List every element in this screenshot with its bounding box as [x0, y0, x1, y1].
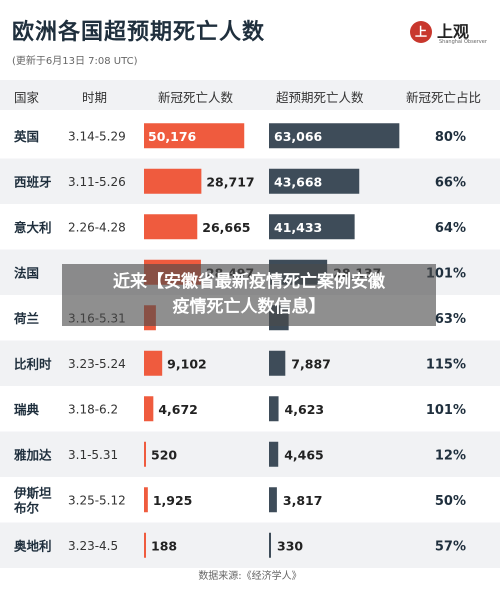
row-background	[0, 340, 500, 386]
country-label: 西班牙	[14, 174, 52, 189]
header-excess: 超预期死亡人数	[276, 90, 364, 105]
source-note: 数据来源:《经济学人》	[198, 571, 302, 582]
excess-value-label: 330	[277, 538, 303, 553]
country-label: 雅加达	[13, 447, 52, 462]
covid-bar	[144, 487, 148, 513]
period-label: 3.23-5.24	[68, 357, 126, 371]
shanghai-observer-logo: 上 上观 Shanghai Observer	[410, 18, 490, 48]
covid-value-label: 520	[151, 447, 177, 462]
covid-bar	[144, 123, 245, 149]
logo-mark-icon: 上	[410, 21, 432, 43]
header-ratio: 新冠死亡占比	[406, 90, 482, 105]
banner-line-2: 疫情死亡人数信息】	[172, 297, 326, 317]
country-label: 比利时	[14, 356, 52, 371]
row-background	[0, 431, 500, 477]
ratio-label: 115%	[426, 357, 466, 372]
period-label: 2.26-4.28	[68, 220, 126, 234]
covid-value-label: 28,717	[206, 174, 254, 189]
excess-value-label: 63,066	[274, 129, 323, 144]
period-label: 3.14-5.29	[68, 129, 126, 143]
excess-bar	[269, 214, 355, 240]
excess-bar	[269, 123, 400, 149]
excess-value-label: 41,433	[274, 220, 322, 235]
row-background	[0, 522, 500, 568]
country-label: 荷兰	[13, 311, 40, 326]
country-label: 布尔	[14, 500, 40, 515]
excess-value-label: 3,817	[283, 493, 323, 508]
logo-name: 上观	[437, 22, 470, 41]
header-covid: 新冠死亡人数	[158, 90, 234, 105]
header-band	[0, 80, 500, 110]
covid-value-label: 188	[151, 538, 177, 553]
logo-sub: Shanghai Observer	[439, 39, 487, 45]
covid-bar	[144, 350, 163, 376]
period-label: 3.1-5.31	[68, 448, 118, 462]
ratio-label: 101%	[426, 403, 466, 418]
country-label: 瑞典	[14, 402, 40, 417]
covid-bar	[144, 214, 198, 240]
excess-bar	[269, 441, 279, 467]
covid-value-label: 9,102	[167, 356, 207, 371]
ratio-label: 80%	[435, 130, 466, 145]
chart-subtitle: (更新于6月13日 7:08 UTC)	[12, 56, 138, 67]
covid-value-label: 1,925	[153, 493, 193, 508]
ratio-label: 64%	[435, 221, 466, 236]
excess-bar	[269, 532, 271, 558]
covid-bar	[144, 396, 154, 422]
covid-bar	[144, 441, 146, 467]
excess-bar	[269, 396, 279, 422]
country-label: 英国	[14, 129, 39, 144]
covid-bar	[144, 168, 202, 194]
excess-bar	[269, 487, 277, 513]
country-label: 法国	[14, 265, 39, 280]
period-label: 3.25-5.12	[68, 493, 126, 507]
country-label: 奥地利	[14, 538, 52, 553]
row-background	[0, 158, 500, 204]
header-period: 时期	[82, 90, 108, 105]
period-label: 3.18-6.2	[68, 402, 118, 416]
excess-bar	[269, 350, 286, 376]
chart-title: 欧洲各国超预期死亡人数	[12, 20, 266, 45]
period-label: 3.23-4.5	[68, 539, 118, 553]
covid-bar	[144, 532, 146, 558]
covid-value-label: 26,665	[202, 220, 250, 235]
country-label: 意大利	[14, 220, 52, 235]
period-label: 3.11-5.26	[68, 175, 126, 189]
excess-value-label: 7,887	[291, 356, 331, 371]
excess-value-label: 4,465	[284, 447, 324, 462]
ratio-label: 66%	[435, 175, 466, 190]
header-country: 国家	[14, 90, 40, 105]
banner-line-1: 近来【安徽省最新疫情死亡案例安徽	[113, 272, 385, 292]
ratio-label: 63%	[435, 312, 466, 327]
overlay-banner: 近来【安徽省最新疫情死亡案例安徽 疫情死亡人数信息】	[62, 264, 436, 326]
country-label: 伊斯坦	[13, 485, 52, 500]
ratio-label: 50%	[435, 494, 466, 509]
excess-bar	[269, 168, 360, 194]
ratio-label: 12%	[435, 448, 466, 463]
covid-value-label: 50,176	[148, 129, 197, 144]
covid-value-label: 4,672	[158, 402, 198, 417]
ratio-label: 57%	[435, 539, 466, 554]
excess-value-label: 4,623	[285, 402, 325, 417]
excess-value-label: 43,668	[274, 174, 322, 189]
